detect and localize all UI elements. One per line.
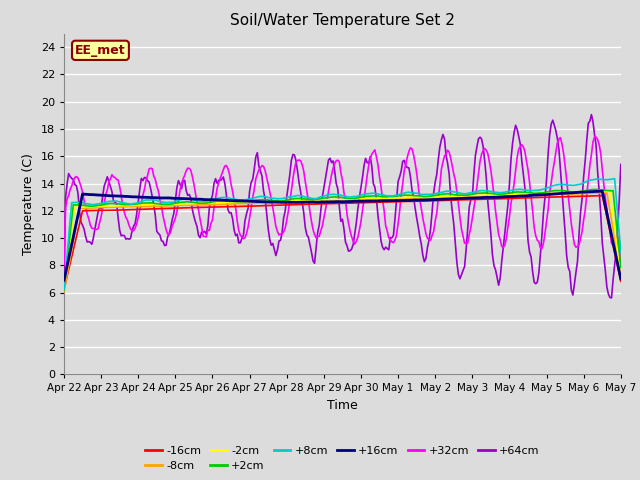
Line: +64cm: +64cm: [64, 115, 621, 298]
+8cm: [164, 200, 172, 205]
+8cm: [76, 200, 83, 205]
+16cm: [549, 191, 557, 197]
+32cm: [377, 184, 385, 190]
+2cm: [396, 193, 403, 199]
+32cm: [591, 134, 598, 140]
Line: +32cm: +32cm: [64, 137, 621, 278]
+64cm: [588, 112, 595, 118]
+16cm: [76, 205, 83, 211]
+16cm: [598, 188, 606, 194]
+32cm: [76, 179, 83, 185]
+32cm: [549, 168, 557, 174]
-2cm: [60, 282, 68, 288]
Line: +8cm: +8cm: [64, 179, 621, 289]
+32cm: [164, 231, 172, 237]
-2cm: [617, 274, 625, 280]
Line: -8cm: -8cm: [64, 193, 621, 291]
+64cm: [164, 234, 172, 240]
+16cm: [164, 195, 172, 201]
+2cm: [592, 187, 600, 192]
+8cm: [549, 183, 557, 189]
Title: Soil/Water Temperature Set 2: Soil/Water Temperature Set 2: [230, 13, 455, 28]
-8cm: [617, 272, 625, 277]
-8cm: [549, 192, 557, 197]
-16cm: [164, 205, 172, 211]
+2cm: [60, 287, 68, 293]
-2cm: [549, 191, 557, 196]
+2cm: [617, 264, 625, 270]
+8cm: [617, 249, 625, 255]
+2cm: [164, 202, 172, 207]
-8cm: [377, 196, 385, 202]
Line: -2cm: -2cm: [64, 192, 621, 285]
+16cm: [377, 198, 385, 204]
+32cm: [60, 262, 68, 268]
-16cm: [396, 199, 403, 204]
Line: -16cm: -16cm: [64, 196, 621, 289]
+2cm: [408, 192, 416, 198]
+64cm: [408, 187, 416, 193]
Line: +2cm: +2cm: [64, 190, 621, 290]
-2cm: [605, 189, 612, 194]
-16cm: [549, 194, 557, 200]
-2cm: [76, 204, 83, 210]
-2cm: [396, 195, 403, 201]
-16cm: [617, 278, 625, 284]
+16cm: [60, 277, 68, 283]
Y-axis label: Temperature (C): Temperature (C): [22, 153, 35, 255]
+64cm: [617, 162, 625, 168]
-16cm: [60, 287, 68, 292]
+16cm: [408, 197, 416, 203]
+64cm: [377, 238, 385, 244]
+64cm: [76, 208, 83, 214]
-8cm: [60, 288, 68, 294]
+32cm: [617, 276, 625, 281]
X-axis label: Time: Time: [327, 399, 358, 412]
-8cm: [603, 190, 611, 196]
-16cm: [377, 199, 385, 205]
-2cm: [408, 194, 416, 200]
-16cm: [408, 198, 416, 204]
-2cm: [377, 195, 385, 201]
-8cm: [76, 205, 83, 211]
+2cm: [549, 188, 557, 194]
+8cm: [396, 191, 403, 197]
-8cm: [164, 203, 172, 209]
-16cm: [598, 193, 606, 199]
+8cm: [611, 176, 618, 181]
+64cm: [60, 283, 68, 289]
+8cm: [377, 192, 385, 197]
+16cm: [396, 198, 403, 204]
+16cm: [617, 276, 625, 282]
+2cm: [377, 193, 385, 199]
+64cm: [608, 295, 616, 301]
-8cm: [408, 196, 416, 202]
+64cm: [396, 174, 403, 180]
+2cm: [76, 202, 83, 208]
+8cm: [60, 286, 68, 292]
-16cm: [76, 221, 83, 227]
Text: EE_met: EE_met: [75, 44, 126, 57]
+32cm: [408, 146, 416, 152]
Line: +16cm: +16cm: [64, 191, 621, 280]
Legend: -16cm, -8cm, -2cm, +2cm, +8cm, +16cm, +32cm, +64cm: -16cm, -8cm, -2cm, +2cm, +8cm, +16cm, +3…: [141, 441, 544, 476]
+32cm: [396, 208, 403, 214]
-8cm: [396, 196, 403, 202]
+8cm: [408, 190, 416, 195]
-2cm: [164, 202, 172, 207]
+64cm: [549, 117, 557, 123]
